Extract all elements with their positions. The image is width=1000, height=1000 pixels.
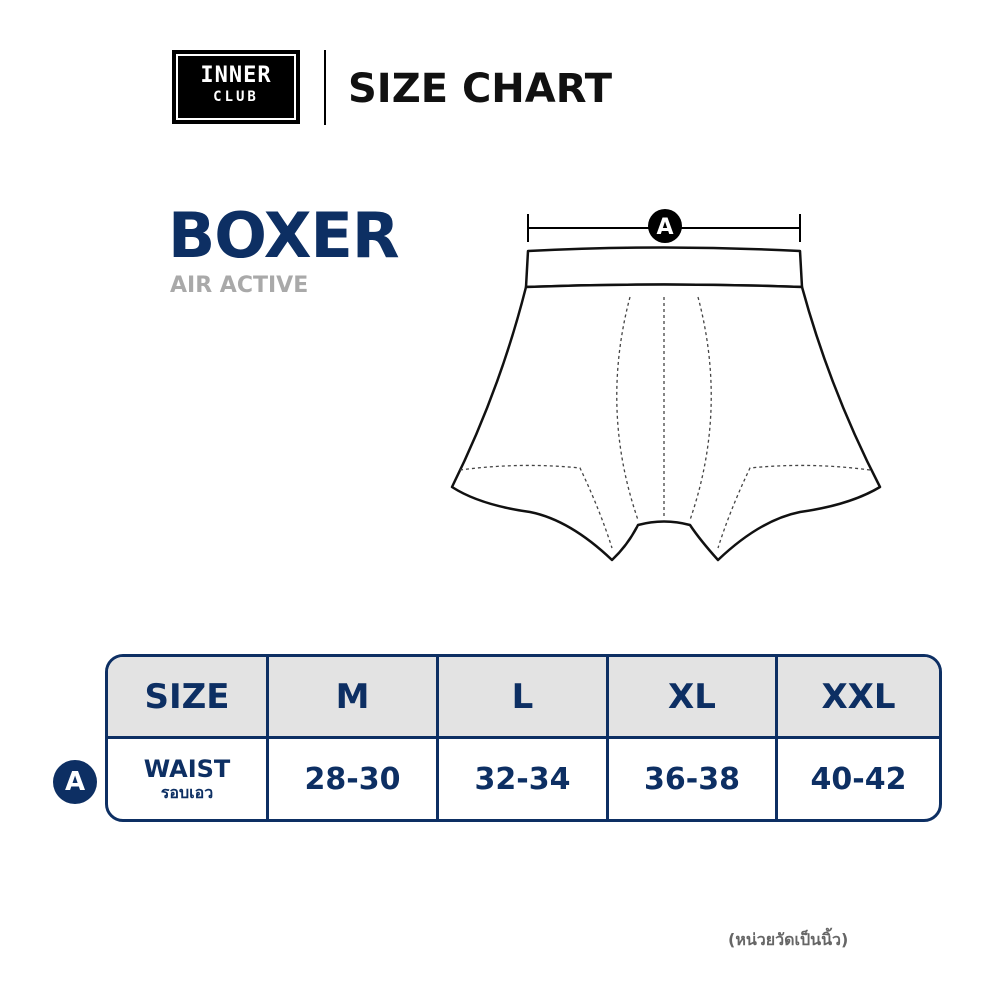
page-title: SIZE CHART (348, 66, 613, 112)
size-table: SIZE M L XL XXL WAIST รอบเอว 28-30 32-34… (105, 654, 942, 822)
boxer-diagram: A (450, 209, 882, 562)
waist-m: 28-30 (269, 739, 439, 819)
row-label-waist: WAIST รอบเอว (108, 739, 269, 819)
logo-line2: CLUB (213, 89, 259, 105)
waist-xxl: 40-42 (810, 761, 907, 797)
boxer-stitching (459, 296, 871, 549)
product-subtitle: AIR ACTIVE (170, 273, 309, 298)
waist-l: 32-34 (439, 739, 609, 819)
boxer-outline (450, 246, 882, 562)
logo-line1: INNER (200, 63, 272, 88)
header-divider (324, 50, 326, 125)
header-size-m: M (269, 657, 439, 739)
header-size: SIZE (108, 657, 269, 739)
header-size-xl: XL (609, 657, 778, 739)
product-name: BOXER (168, 199, 400, 272)
unit-note: (หน่วยวัดเป็นนิ้ว) (728, 930, 849, 949)
waist-label-thai: รอบเอว (160, 783, 214, 802)
measure-marker-label: A (656, 215, 673, 240)
waist-label: WAIST (143, 755, 231, 783)
waist-xl: 36-38 (609, 739, 778, 819)
brand-logo: INNER CLUB (172, 50, 300, 124)
waist-marker: A (53, 760, 97, 804)
header-size-xxl: XXL (778, 657, 939, 739)
header-size-l: L (439, 657, 609, 739)
measure-marker-icon (648, 209, 682, 243)
